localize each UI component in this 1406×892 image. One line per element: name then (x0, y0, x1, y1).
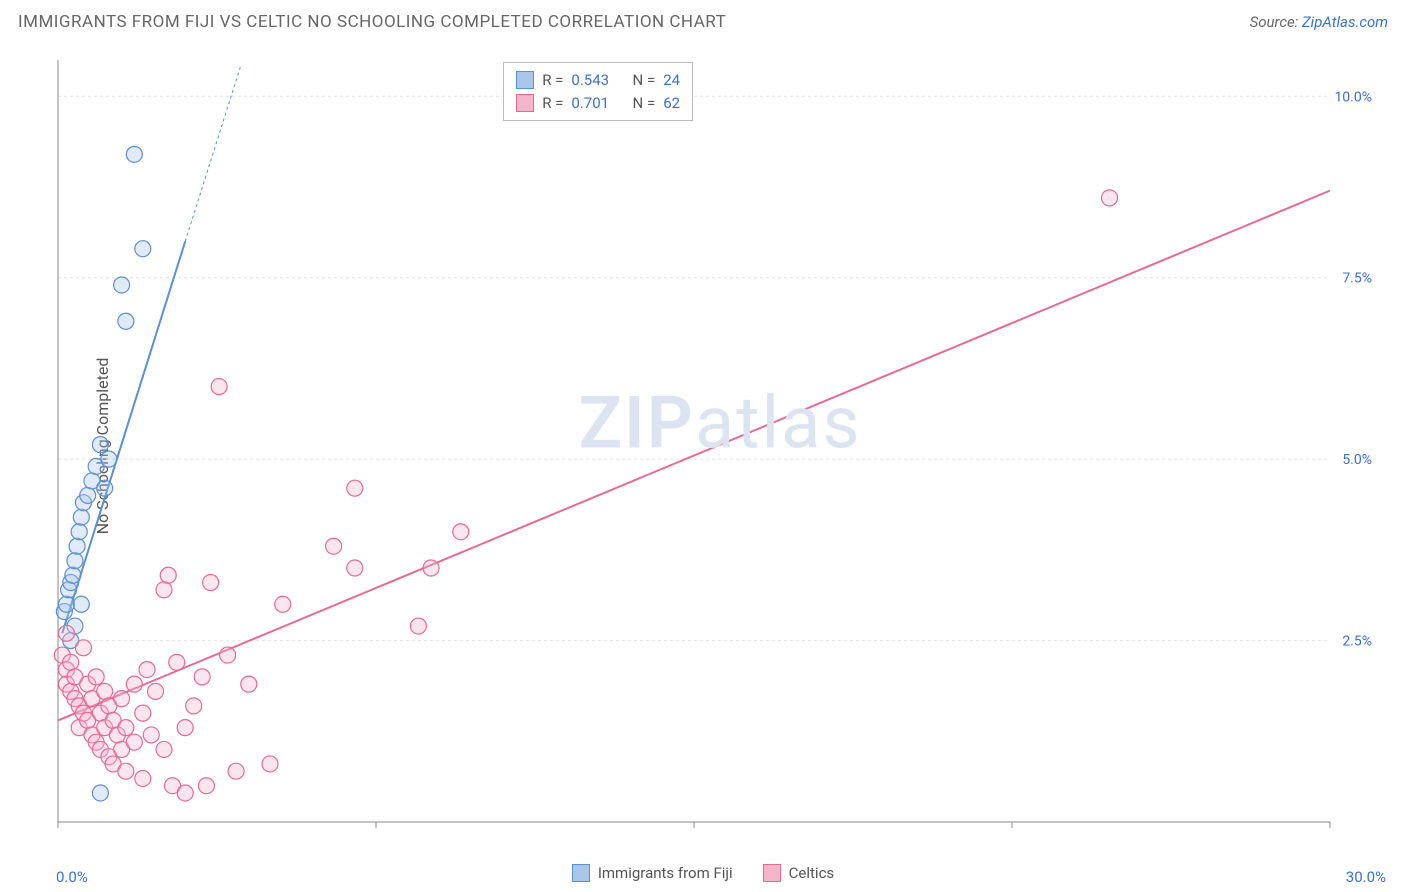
header: IMMIGRANTS FROM FIJI VS CELTIC NO SCHOOL… (18, 12, 1388, 32)
point-fiji (65, 567, 81, 583)
point-celtics (75, 640, 91, 656)
n-label: N = (633, 92, 656, 115)
point-fiji (80, 487, 96, 503)
point-celtics (126, 676, 142, 692)
point-celtics (194, 669, 210, 685)
point-fiji (114, 277, 130, 293)
point-fiji (73, 596, 89, 612)
point-celtics (410, 618, 426, 634)
r-label: R = (542, 92, 563, 115)
point-celtics (97, 683, 113, 699)
legend-item-celtics: Celtics (763, 864, 835, 882)
point-fiji (92, 785, 108, 801)
n-value-fiji: 24 (663, 69, 680, 92)
point-celtics (139, 662, 155, 678)
point-celtics (156, 582, 172, 598)
bottom-legend: Immigrants from Fiji Celtics (0, 864, 1406, 882)
point-celtics (58, 625, 74, 641)
r-label: R = (542, 69, 563, 92)
n-label: N = (633, 69, 656, 92)
point-celtics (228, 763, 244, 779)
point-celtics (241, 676, 257, 692)
y-tick-label: 10.0% (1334, 89, 1372, 105)
legend-swatch-celtics (763, 864, 781, 882)
point-celtics (1102, 190, 1118, 206)
point-celtics (262, 756, 278, 772)
point-fiji (69, 538, 85, 554)
corr-row-fiji: R = 0.543 N = 24 (516, 69, 680, 92)
scatter-chart: 2.5% 5.0% 7.5% 10.0% (50, 52, 1390, 842)
point-celtics (88, 669, 104, 685)
point-fiji (71, 524, 87, 540)
point-celtics (143, 727, 159, 743)
correlation-legend-box: R = 0.543 N = 24 R = 0.701 N = 62 (503, 62, 693, 121)
point-fiji (135, 241, 151, 257)
y-tick-label: 5.0% (1342, 452, 1372, 468)
source-prefix: Source: (1250, 13, 1302, 31)
legend-label-celtics: Celtics (789, 864, 835, 882)
corr-row-celtics: R = 0.701 N = 62 (516, 92, 680, 115)
point-fiji (58, 596, 74, 612)
point-fiji (118, 313, 134, 329)
point-celtics (347, 560, 363, 576)
point-celtics (198, 778, 214, 794)
r-value-celtics: 0.701 (571, 92, 609, 115)
point-fiji (67, 553, 83, 569)
point-fiji (73, 509, 89, 525)
point-celtics (118, 720, 134, 736)
point-fiji (92, 437, 108, 453)
point-celtics (63, 654, 79, 670)
point-celtics (326, 538, 342, 554)
r-value-fiji: 0.543 (571, 69, 609, 92)
point-celtics (220, 647, 236, 663)
point-celtics (169, 654, 185, 670)
point-celtics (423, 560, 439, 576)
point-celtics (135, 770, 151, 786)
y-tick-label: 7.5% (1342, 271, 1372, 287)
point-fiji (101, 451, 117, 467)
source-link[interactable]: ZipAtlas.com (1302, 13, 1388, 31)
point-celtics (135, 705, 151, 721)
point-celtics (114, 691, 130, 707)
point-celtics (186, 698, 202, 714)
point-celtics (177, 720, 193, 736)
point-celtics (177, 785, 193, 801)
point-celtics (126, 734, 142, 750)
y-tick-label: 2.5% (1342, 634, 1372, 650)
point-celtics (211, 379, 227, 395)
point-celtics (453, 524, 469, 540)
swatch-celtics (516, 94, 534, 112)
point-celtics (148, 683, 164, 699)
point-celtics (156, 741, 172, 757)
point-celtics (118, 763, 134, 779)
point-celtics (347, 480, 363, 496)
chart-title: IMMIGRANTS FROM FIJI VS CELTIC NO SCHOOL… (18, 12, 726, 32)
source-text: Source: ZipAtlas.com (1250, 13, 1388, 31)
swatch-fiji (516, 71, 534, 89)
point-fiji (97, 480, 113, 496)
trend-line-fiji-ext (185, 67, 240, 241)
legend-label-fiji: Immigrants from Fiji (598, 864, 733, 882)
point-celtics (160, 567, 176, 583)
point-celtics (275, 596, 291, 612)
n-value-celtics: 62 (663, 92, 680, 115)
point-celtics (203, 575, 219, 591)
point-fiji (126, 146, 142, 162)
plot-area: ZIPatlas 2.5%5.0%7.5%10.0% R = 0.543 N =… (50, 52, 1390, 842)
legend-item-fiji: Immigrants from Fiji (572, 864, 733, 882)
legend-swatch-fiji (572, 864, 590, 882)
